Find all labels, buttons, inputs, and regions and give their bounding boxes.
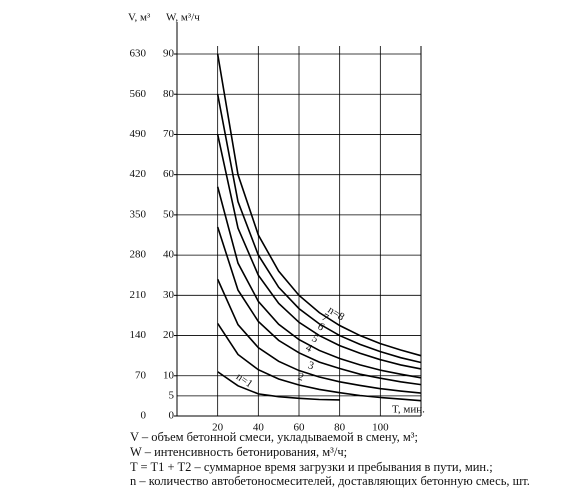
curve bbox=[216, 186, 422, 379]
y-tick-label: 50 bbox=[163, 208, 175, 220]
series-label: 3 bbox=[306, 359, 315, 372]
series-label: 2 bbox=[296, 371, 305, 384]
y2-tick-label: 0 bbox=[141, 410, 147, 422]
x-tick-label: 20 bbox=[212, 422, 224, 434]
curve bbox=[216, 53, 422, 357]
y2-tick-label: 210 bbox=[130, 289, 147, 301]
y-axis-title: W, м³/ч bbox=[166, 12, 200, 24]
series-label: n=1 bbox=[234, 371, 255, 391]
x-axis-title: T, мин. bbox=[392, 404, 425, 416]
legend-note: T = T1 + T2 – суммарное время загрузки и… bbox=[130, 460, 493, 474]
y-tick-label: 0 bbox=[169, 410, 175, 422]
y2-tick-label: 140 bbox=[130, 329, 147, 341]
x-tick-label: 100 bbox=[372, 422, 389, 434]
y-tick-label: 90 bbox=[163, 48, 175, 60]
series-label: n=8 bbox=[325, 304, 346, 324]
series-label: 5 bbox=[310, 332, 321, 345]
y-tick-label: 20 bbox=[163, 329, 175, 341]
y2-tick-label: 350 bbox=[130, 208, 147, 220]
x-tick-label: 60 bbox=[294, 422, 306, 434]
y-tick-label: 30 bbox=[163, 289, 175, 301]
curve bbox=[216, 226, 422, 386]
y2-tick-label: 70 bbox=[135, 369, 147, 381]
y-tick-label: 40 bbox=[163, 249, 175, 261]
y-tick-label: 80 bbox=[163, 88, 175, 100]
y-tick-label: 70 bbox=[163, 128, 175, 140]
legend-note: V – объем бетонной смеси, укладываемой в… bbox=[130, 430, 418, 444]
y-tick-label: 60 bbox=[163, 168, 175, 180]
curve bbox=[216, 323, 422, 402]
series-label: 7 bbox=[320, 311, 331, 324]
y-tick-label: 5 bbox=[169, 389, 175, 401]
y2-tick-label: 420 bbox=[130, 168, 147, 180]
y2-tick-label: 490 bbox=[130, 128, 147, 140]
x-tick-label: 80 bbox=[334, 422, 346, 434]
y2-axis-title: V, м³ bbox=[128, 12, 151, 24]
y2-tick-label: 280 bbox=[130, 249, 147, 261]
series-label: 4 bbox=[304, 342, 314, 355]
series-label: 6 bbox=[315, 320, 327, 333]
x-tick-label: 40 bbox=[253, 422, 265, 434]
curve bbox=[216, 278, 422, 394]
curve bbox=[216, 94, 422, 364]
y-tick-label: 10 bbox=[163, 369, 175, 381]
y2-tick-label: 560 bbox=[130, 88, 147, 100]
legend-note: n – количество автобетоносмесителей, дос… bbox=[130, 474, 530, 488]
curve bbox=[217, 371, 340, 401]
y2-tick-label: 630 bbox=[130, 48, 147, 60]
curve bbox=[216, 134, 422, 370]
legend-note: W – интенсивность бетонирования, м³/ч; bbox=[130, 445, 347, 459]
